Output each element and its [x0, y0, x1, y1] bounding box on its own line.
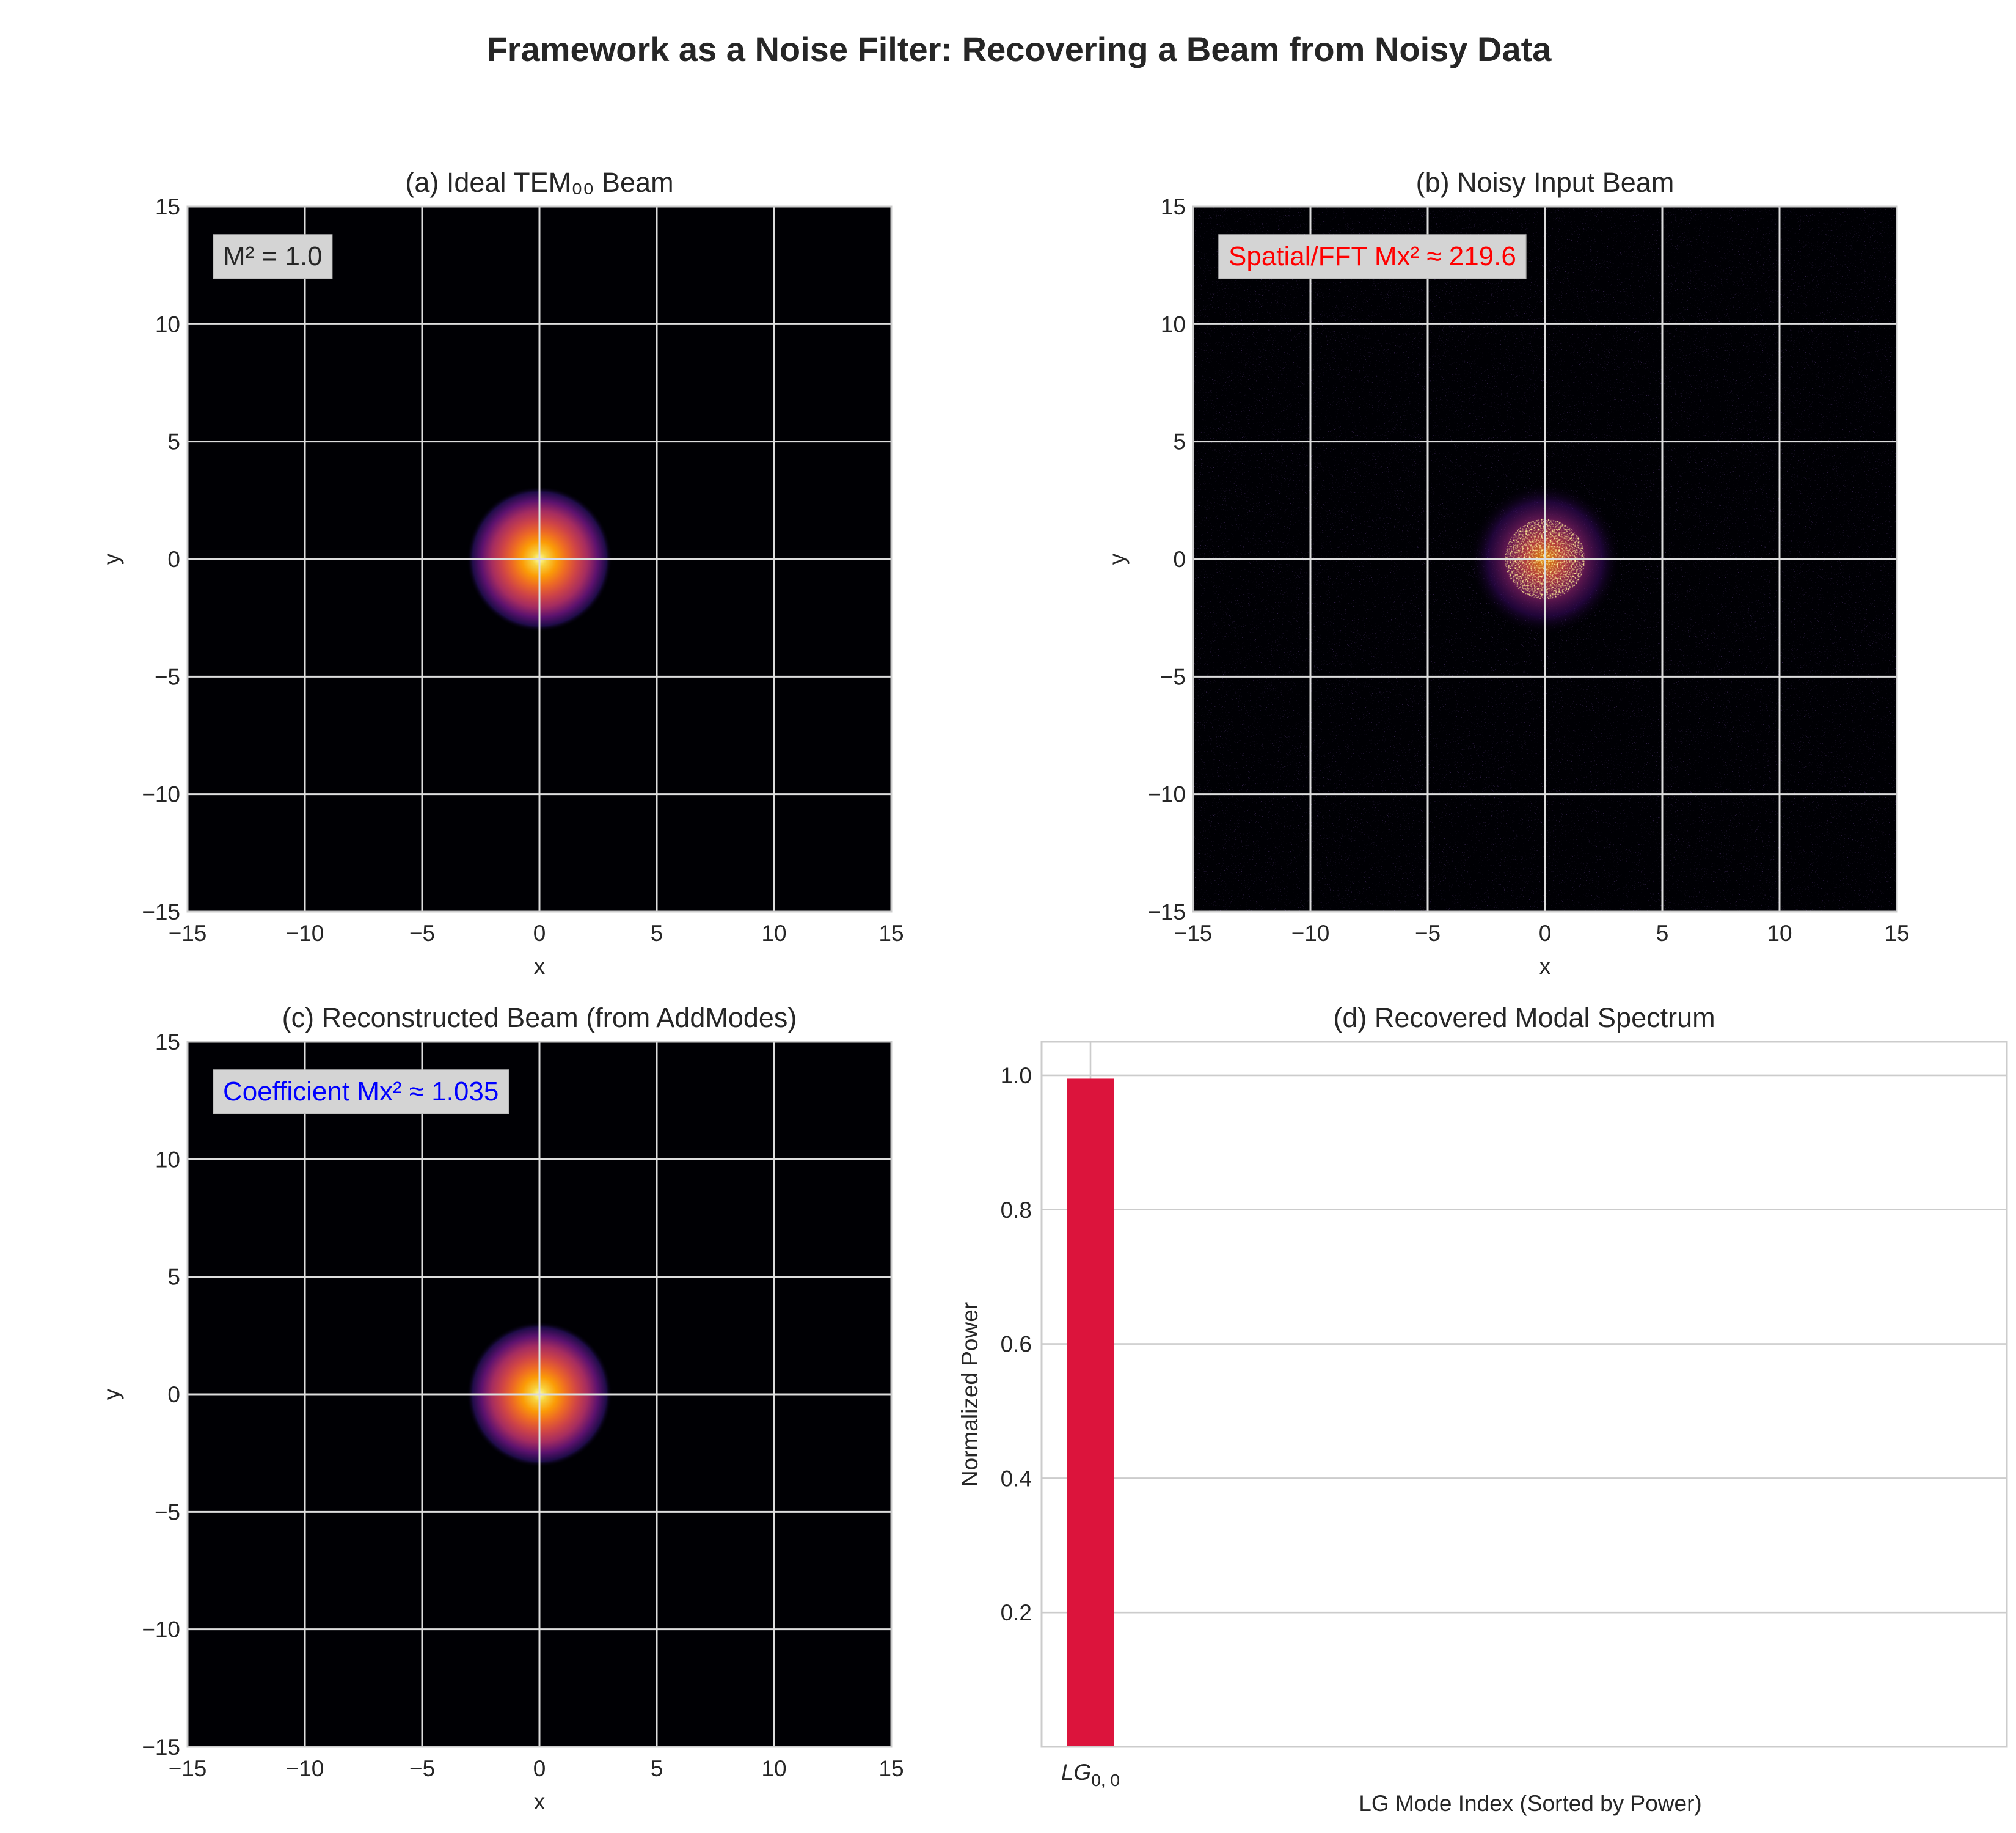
x-tick-label: 0 [533, 921, 546, 946]
y-tick-label: −15 [142, 1735, 180, 1760]
x-tick-label: 10 [761, 921, 786, 946]
x-tick-label: −5 [1415, 921, 1441, 946]
x-tick-label: 5 [651, 1756, 663, 1781]
y-tick-label: 15 [1161, 194, 1186, 219]
y-tick-label: 0 [167, 547, 180, 572]
annotation: Spatial/FFT Mx² ≈ 219.6 [1218, 234, 1527, 279]
y-tick-label: −5 [155, 664, 180, 689]
y-tick-label: 0 [167, 1382, 180, 1407]
heatmap-panel-c: −15 −10 −5 0 5 10 15 −15 −10 −5 0 5 10 15 x y (c) Recons… [99, 1002, 904, 1814]
panel-title: (b) Noisy Input Beam [1416, 167, 1675, 198]
x-tick-main: LG [1061, 1760, 1091, 1785]
panel-title: (c) Reconstructed Beam (from AddModes) [282, 1002, 797, 1033]
y-axis-label: y [99, 1388, 124, 1400]
x-axis-label: x [534, 1789, 546, 1814]
annotation: M² = 1.0 [213, 234, 333, 279]
annotation-text: M² = 1.0 [223, 241, 323, 271]
y-tick-label: 1.0 [1001, 1063, 1032, 1088]
y-tick-label: −15 [142, 899, 180, 924]
y-axis-label: y [99, 553, 124, 565]
annotation-box [213, 1069, 509, 1114]
y-tick-label: −10 [142, 1617, 180, 1642]
y-tick-label: 10 [155, 312, 180, 337]
y-tick-label: 10 [155, 1147, 180, 1172]
x-tick-label: −15 [169, 1756, 207, 1781]
x-tick-label: 10 [761, 1756, 786, 1781]
annotation-text: Coefficient Mx² ≈ 1.035 [223, 1077, 499, 1107]
x-tick-label: −10 [1291, 921, 1330, 946]
y-tick-label: −5 [155, 1499, 180, 1524]
x-tick-label: 15 [1884, 921, 1909, 946]
y-tick-label: −15 [1147, 899, 1186, 924]
y-tick-label: 0.8 [1001, 1198, 1032, 1223]
annotation: Coefficient Mx² ≈ 1.035 [213, 1069, 509, 1114]
x-tick-label: 5 [1656, 921, 1669, 946]
x-axis-label: x [534, 954, 546, 979]
panels: −15 −10 −5 0 5 10 15 −15 −10 −5 0 5 10 15 x y (a) Ideal … [99, 167, 2008, 1816]
y-tick-label: −10 [1147, 782, 1186, 807]
x-tick-label: −10 [286, 1756, 324, 1781]
y-tick-label: 5 [1173, 430, 1186, 455]
panel-title: (a) Ideal TEM₀₀ Beam [405, 167, 673, 198]
plot-background [1042, 1042, 2007, 1747]
heatmap-panel-b: −15 −10 −5 0 5 10 15 −15 −10 −5 0 5 10 15 x y (b) Noisy … [1105, 167, 1910, 979]
y-tick-label: 0.6 [1001, 1332, 1032, 1357]
y-tick-label: −10 [142, 782, 180, 807]
x-tick-label: 0 [533, 1756, 546, 1781]
x-tick-label: LG0, 0 [1061, 1760, 1120, 1790]
y-axis-label: y [1105, 553, 1130, 565]
y-tick-label: −5 [1160, 664, 1186, 689]
y-tick-label: 10 [1161, 312, 1186, 337]
x-tick-sub: 0, 0 [1091, 1771, 1120, 1790]
x-tick-label: −15 [169, 921, 207, 946]
annotation-box [1218, 234, 1527, 279]
y-tick-label: 0.2 [1001, 1600, 1032, 1625]
x-tick-label: 15 [878, 1756, 904, 1781]
x-axis-label: x [1539, 954, 1551, 979]
y-tick-label: 15 [155, 194, 180, 219]
figure-suptitle: Framework as a Noise Filter: Recovering … [487, 30, 1552, 68]
y-tick-label: 5 [167, 430, 180, 455]
axes-frame [186, 205, 893, 913]
x-axis-label: LG Mode Index (Sorted by Power) [1359, 1791, 1701, 1816]
x-tick-label: −10 [286, 921, 324, 946]
y-tick-label: 0 [1173, 547, 1186, 572]
x-tick-label: 10 [1767, 921, 1792, 946]
axes-frame [1192, 205, 1898, 913]
x-tick-label: −15 [1174, 921, 1213, 946]
annotation-box [213, 234, 333, 279]
y-tick-label: 0.4 [1001, 1466, 1032, 1491]
axes-frame [1040, 1041, 2008, 1748]
x-tick-label: −5 [409, 921, 435, 946]
heatmap-panel-a: −15 −10 −5 0 5 10 15 −15 −10 −5 0 5 10 15 x y (a) Ideal … [99, 167, 904, 979]
annotation-text: Spatial/FFT Mx² ≈ 219.6 [1229, 241, 1516, 271]
y-tick-label: 15 [155, 1030, 180, 1055]
x-tick-label: 5 [651, 921, 663, 946]
x-tick-label: −5 [409, 1756, 435, 1781]
bar [1067, 1078, 1114, 1747]
y-tick-label: 5 [167, 1265, 180, 1290]
x-tick-label: 0 [1539, 921, 1552, 946]
bar-panel-d: 0.2 0.4 0.6 0.8 1.0 LG0, 0 LG Mode Index (Sort… [957, 1002, 2008, 1816]
y-axis-label: Normalized Power [957, 1302, 982, 1487]
x-tick-label: 15 [878, 921, 904, 946]
axes-frame [186, 1041, 893, 1748]
panel-title: (d) Recovered Modal Spectrum [1333, 1002, 1715, 1033]
